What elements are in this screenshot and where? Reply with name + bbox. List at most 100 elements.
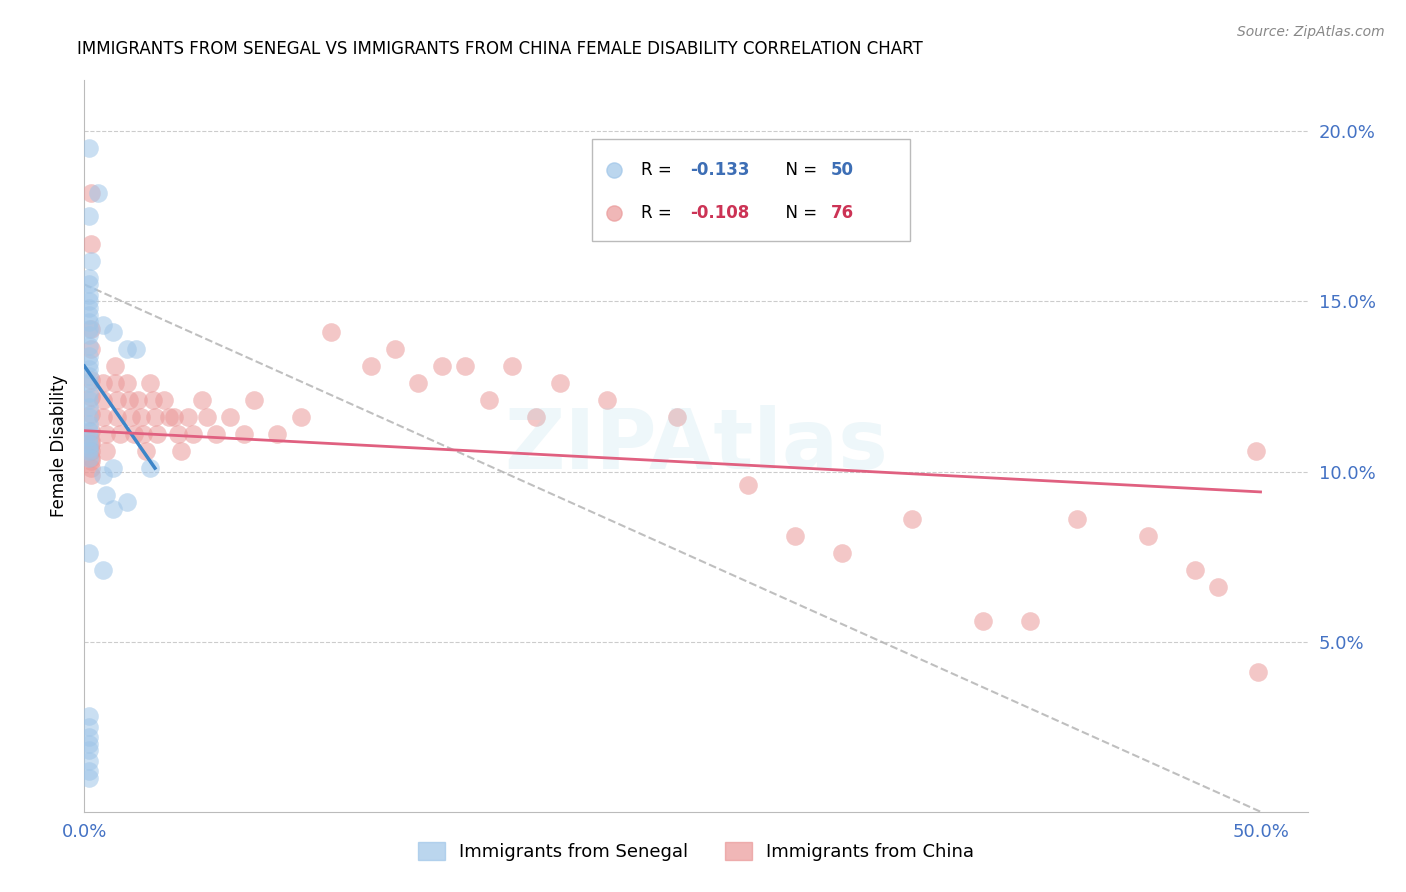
Point [1244,444,1267,458]
Point [80,186,103,200]
Point [80,373,103,387]
Point [80,321,103,335]
Point [142,393,165,408]
Point [321,325,343,339]
Point [77,270,100,285]
Point [972,614,994,628]
Point [1206,580,1229,594]
Point [91,318,114,333]
Point [118,393,141,408]
Point [1136,529,1159,543]
Point [77,444,100,458]
Point [87,186,110,200]
Point [233,427,256,442]
Point [384,342,406,356]
Point [80,424,103,438]
Point [91,467,114,482]
Point [831,546,853,560]
Point [80,236,103,251]
Point [360,359,382,373]
Point [77,737,100,751]
Point [1184,563,1206,577]
Point [157,410,180,425]
Point [80,461,103,475]
Text: -0.108: -0.108 [690,203,749,221]
Point [177,410,200,425]
Point [77,141,100,155]
Point [153,393,176,408]
Point [77,730,100,744]
Point [502,359,524,373]
Point [80,434,103,448]
Point [163,410,186,425]
Point [242,393,264,408]
Point [77,546,100,560]
Point [290,410,312,425]
Point [181,427,204,442]
Text: R =: R = [641,161,676,178]
Point [478,393,501,408]
Point [77,294,100,309]
Point [266,427,288,442]
Point [77,410,100,425]
Point [77,771,100,785]
Point [80,342,103,356]
Point [91,410,114,425]
Point [77,441,100,455]
Point [105,393,128,408]
Point [80,407,103,421]
Point [77,349,100,363]
Point [77,386,100,401]
Point [105,410,128,425]
Point [101,502,124,516]
Point [77,362,100,376]
Point [127,393,149,408]
Point [120,410,142,425]
Point [901,512,924,526]
Point [104,359,127,373]
Point [524,410,547,425]
Point [139,376,162,390]
Point [1066,512,1088,526]
Point [125,342,148,356]
Point [205,427,228,442]
Point [77,321,100,335]
Point [77,287,100,301]
Point [77,308,100,322]
Point [666,410,689,425]
Point [77,328,100,343]
Point [132,427,155,442]
Point [170,444,193,458]
Point [80,450,103,465]
Text: IMMIGRANTS FROM SENEGAL VS IMMIGRANTS FROM CHINA FEMALE DISABILITY CORRELATION C: IMMIGRANTS FROM SENEGAL VS IMMIGRANTS FR… [77,40,924,58]
Point [783,529,806,543]
Point [548,376,571,390]
Point [80,437,103,451]
Point [94,444,117,458]
Point [77,277,100,292]
Point [94,427,117,442]
Point [408,376,430,390]
Point [219,410,242,425]
Point [77,400,100,414]
Point [101,325,124,339]
Point [91,563,114,577]
Point [737,478,759,492]
Point [77,450,100,465]
Text: 50: 50 [831,161,853,178]
Point [115,495,138,509]
Point [104,376,127,390]
Point [135,444,157,458]
Point [77,210,100,224]
Point [77,301,100,316]
Legend: Immigrants from Senegal, Immigrants from China: Immigrants from Senegal, Immigrants from… [411,835,981,869]
Point [77,417,100,431]
Point [1247,665,1270,680]
Point [94,488,117,502]
Point [77,369,100,384]
Point [77,338,100,352]
Point [101,461,124,475]
Text: N =: N = [776,161,823,178]
Point [77,393,100,408]
Point [167,427,190,442]
